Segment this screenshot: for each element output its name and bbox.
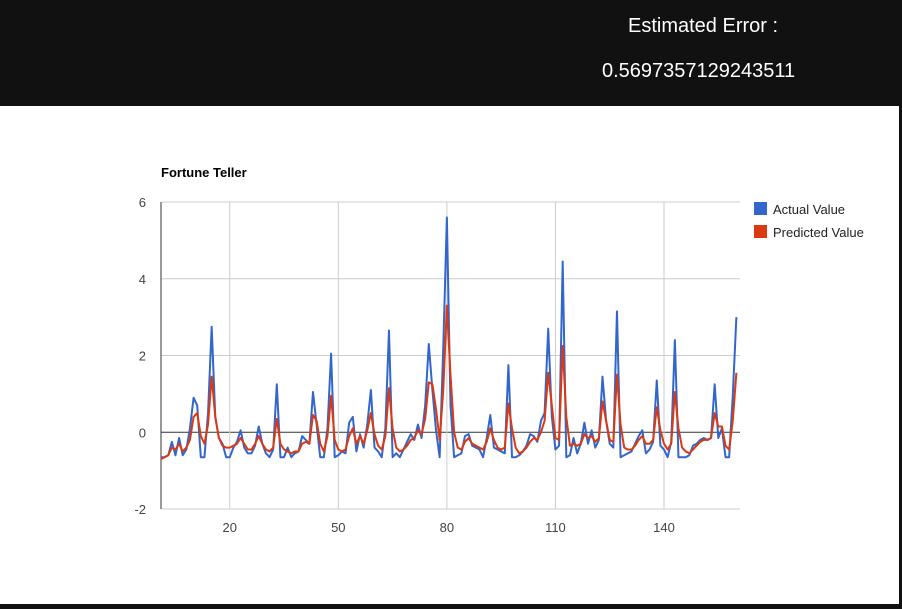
x-tick-label: 50 <box>331 520 345 535</box>
estimated-error-label: Estimated Error : <box>628 15 779 37</box>
legend-label-predicted: Predicted Value <box>773 225 864 240</box>
y-tick-label: -2 <box>134 502 146 517</box>
x-tick-label: 110 <box>545 520 566 535</box>
chart-series <box>160 216 738 460</box>
y-tick-label: 4 <box>139 272 146 287</box>
x-tick-label: 140 <box>653 520 675 535</box>
chart-legend: Actual Value Predicted Value <box>754 202 864 240</box>
chart-title: Fortune Teller <box>161 165 247 180</box>
series-line-predicted <box>160 304 738 460</box>
chart-container: Fortune Teller -2 0 2 4 6 20 50 80 110 140 Actual… <box>0 106 899 604</box>
y-tick-label: 2 <box>139 349 146 364</box>
legend-swatch-actual <box>754 202 767 215</box>
header-bar: Estimated Error : 0.5697357129243511 <box>0 0 902 106</box>
x-tick-label: 80 <box>440 520 454 535</box>
axis-tick-labels: -2 0 2 4 6 20 50 80 110 140 <box>134 195 674 535</box>
x-tick-label: 20 <box>223 520 237 535</box>
y-tick-label: 6 <box>139 195 146 210</box>
estimated-error-value: 0.5697357129243511 <box>602 60 796 82</box>
line-chart: Fortune Teller -2 0 2 4 6 20 50 80 110 140 Actual… <box>134 165 864 535</box>
legend-swatch-predicted <box>754 225 767 238</box>
y-tick-label: 0 <box>139 425 146 440</box>
legend-label-actual: Actual Value <box>773 202 845 217</box>
series-line-actual <box>161 216 738 459</box>
